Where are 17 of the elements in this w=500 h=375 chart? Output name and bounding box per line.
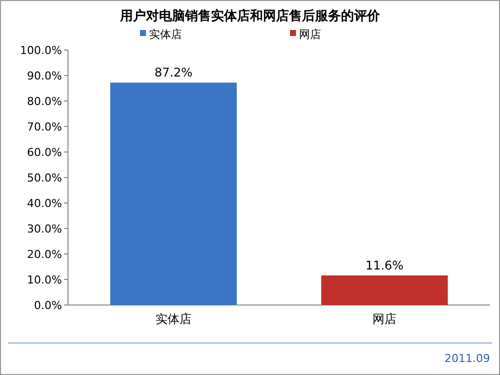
y-tick-label: 70.0% (27, 120, 62, 134)
legend-label: 实体店 (149, 28, 182, 41)
y-tick-label: 100.0% (20, 44, 62, 57)
y-tick-label: 20.0% (27, 248, 62, 261)
y-tick-label: 0.0% (34, 299, 62, 312)
y-tick-label: 40.0% (27, 197, 62, 210)
y-tick-label: 90.0% (27, 70, 62, 82)
data-label: 87.2% (154, 66, 193, 80)
y-tick-label: 10.0% (27, 274, 62, 286)
y-tick-label: 50.0% (27, 172, 62, 184)
chart-title: 用户对电脑销售实体店和网店售后服务的评价 (119, 8, 381, 24)
y-tick-label: 30.0% (27, 222, 62, 236)
y-tick-label: 60.0% (27, 146, 62, 159)
legend-label: 网店 (299, 28, 321, 41)
text: 2011.09 (444, 352, 490, 365)
data-label: 11.6% (365, 258, 404, 272)
y-tick-label: 80.0% (27, 95, 62, 108)
